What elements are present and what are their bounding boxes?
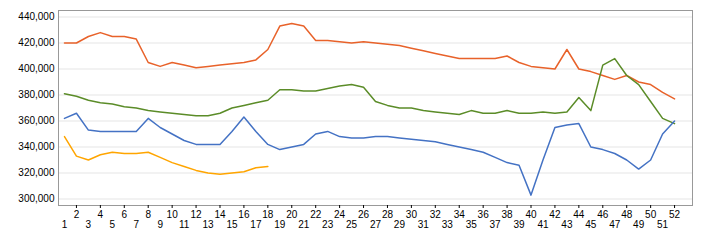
svg-text:45: 45 [585, 219, 597, 230]
svg-text:320,000: 320,000 [18, 167, 55, 178]
svg-text:21: 21 [298, 219, 310, 230]
svg-text:17: 17 [250, 219, 262, 230]
svg-text:40: 40 [525, 209, 537, 220]
svg-text:4: 4 [98, 209, 104, 220]
svg-text:14: 14 [214, 209, 226, 220]
svg-text:340,000: 340,000 [18, 141, 55, 152]
svg-text:13: 13 [202, 219, 214, 230]
svg-text:22: 22 [310, 209, 322, 220]
svg-text:31: 31 [418, 219, 430, 230]
svg-text:12: 12 [191, 209, 203, 220]
svg-text:20: 20 [286, 209, 298, 220]
svg-text:1: 1 [62, 219, 68, 230]
svg-text:440,000: 440,000 [18, 11, 55, 22]
svg-text:32: 32 [430, 209, 442, 220]
svg-text:33: 33 [442, 219, 454, 230]
svg-text:11: 11 [179, 219, 190, 230]
svg-text:50: 50 [645, 209, 657, 220]
svg-text:360,000: 360,000 [18, 115, 55, 126]
svg-text:35: 35 [466, 219, 478, 230]
svg-text:39: 39 [513, 219, 525, 230]
svg-text:420,000: 420,000 [18, 37, 55, 48]
svg-text:51: 51 [657, 219, 669, 230]
svg-text:48: 48 [621, 209, 633, 220]
svg-text:30: 30 [406, 209, 418, 220]
svg-text:26: 26 [358, 209, 370, 220]
svg-text:38: 38 [502, 209, 514, 220]
svg-text:34: 34 [454, 209, 466, 220]
svg-text:52: 52 [669, 209, 681, 220]
svg-text:49: 49 [633, 219, 645, 230]
svg-text:44: 44 [573, 209, 585, 220]
svg-text:46: 46 [597, 209, 609, 220]
svg-text:27: 27 [370, 219, 382, 230]
svg-text:29: 29 [394, 219, 406, 230]
svg-text:28: 28 [382, 209, 394, 220]
svg-text:37: 37 [490, 219, 502, 230]
svg-text:380,000: 380,000 [18, 89, 55, 100]
svg-text:8: 8 [145, 209, 151, 220]
svg-text:42: 42 [549, 209, 561, 220]
svg-text:41: 41 [537, 219, 549, 230]
svg-text:47: 47 [609, 219, 621, 230]
svg-text:25: 25 [346, 219, 358, 230]
svg-text:7: 7 [133, 219, 139, 230]
svg-text:6: 6 [122, 209, 128, 220]
svg-text:9: 9 [157, 219, 163, 230]
svg-text:16: 16 [238, 209, 250, 220]
svg-text:15: 15 [226, 219, 238, 230]
svg-text:2: 2 [74, 209, 80, 220]
svg-text:36: 36 [478, 209, 490, 220]
svg-text:300,000: 300,000 [18, 193, 55, 204]
svg-text:19: 19 [274, 219, 286, 230]
svg-text:23: 23 [322, 219, 334, 230]
svg-text:43: 43 [561, 219, 573, 230]
svg-text:10: 10 [167, 209, 179, 220]
svg-text:18: 18 [262, 209, 274, 220]
svg-text:400,000: 400,000 [18, 63, 55, 74]
svg-text:3: 3 [86, 219, 92, 230]
svg-text:24: 24 [334, 209, 346, 220]
svg-text:5: 5 [110, 219, 116, 230]
